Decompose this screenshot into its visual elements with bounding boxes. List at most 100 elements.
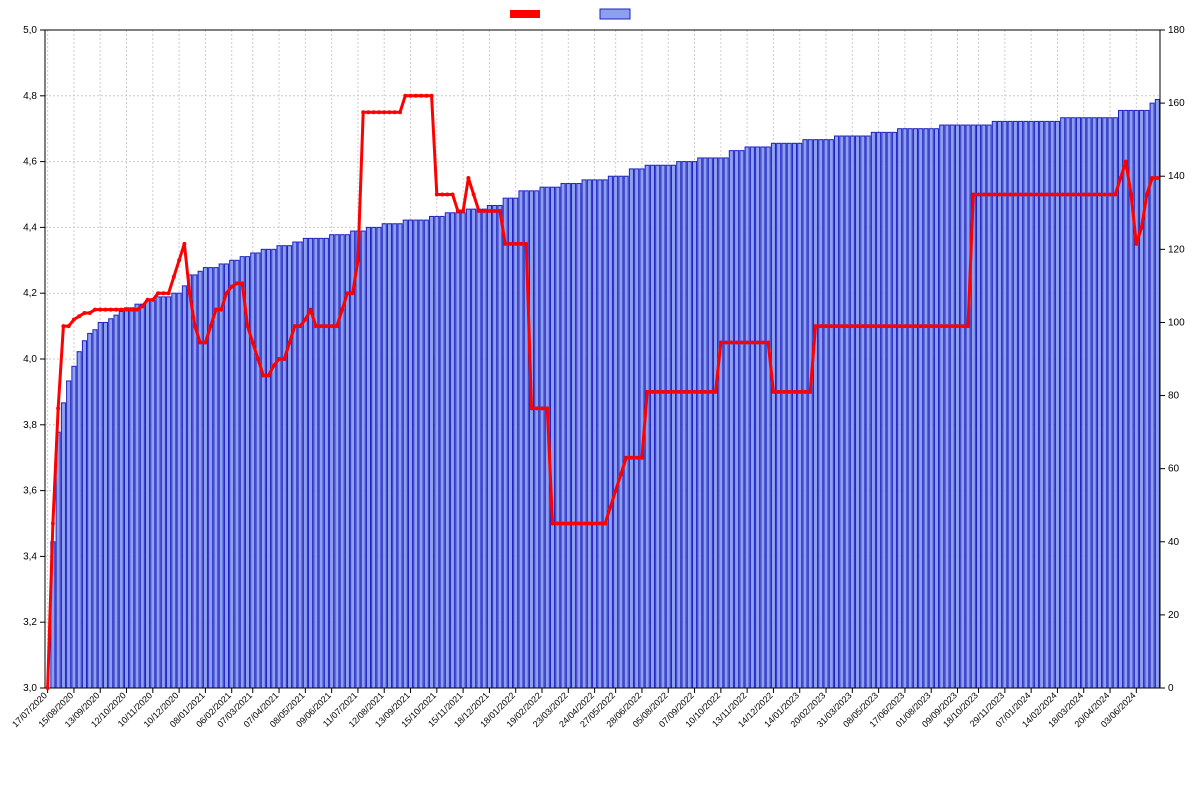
line-marker <box>282 357 286 361</box>
line-marker <box>351 291 355 295</box>
line-marker <box>77 314 81 318</box>
bar <box>61 403 65 688</box>
bar <box>577 184 581 688</box>
line-marker <box>98 308 102 312</box>
line-marker <box>482 209 486 213</box>
bar <box>272 249 276 688</box>
bar <box>251 253 255 688</box>
line-marker <box>603 522 607 526</box>
bar <box>324 238 328 688</box>
line-marker <box>361 110 365 114</box>
bar <box>913 129 917 688</box>
bar <box>882 132 886 688</box>
bar <box>824 140 828 688</box>
bar <box>692 162 696 688</box>
bar <box>798 143 802 688</box>
bar <box>382 224 386 688</box>
bar <box>103 322 107 688</box>
line-marker <box>703 390 707 394</box>
line-marker <box>445 193 449 197</box>
bar <box>961 125 965 688</box>
line-marker <box>93 308 97 312</box>
bar <box>219 264 223 688</box>
line-marker <box>382 110 386 114</box>
line-marker <box>913 324 917 328</box>
bar <box>582 180 586 688</box>
line-marker <box>130 308 134 312</box>
line-marker <box>1150 176 1154 180</box>
line-marker <box>188 291 192 295</box>
line-marker <box>366 110 370 114</box>
bar <box>356 231 360 688</box>
bar <box>1029 121 1033 688</box>
bar <box>298 242 302 688</box>
line-marker <box>792 390 796 394</box>
bar <box>182 286 186 688</box>
bar <box>1040 121 1044 688</box>
bar <box>387 224 391 688</box>
bar <box>566 184 570 688</box>
chart-svg: 3,03,23,43,63,84,04,24,44,64,85,00204060… <box>0 0 1200 800</box>
bar <box>813 140 817 688</box>
bar <box>1092 118 1096 688</box>
bar <box>172 293 176 688</box>
line-marker <box>529 406 533 410</box>
bar <box>624 176 628 688</box>
y-right-label: 120 <box>1168 244 1185 255</box>
bar <box>303 238 307 688</box>
bar <box>430 216 434 688</box>
bar <box>992 121 996 688</box>
line-marker <box>493 209 497 213</box>
line-marker <box>714 390 718 394</box>
bar <box>871 132 875 688</box>
line-marker <box>877 324 881 328</box>
bar <box>666 165 670 688</box>
bar <box>240 257 244 688</box>
line-marker <box>561 522 565 526</box>
line-marker <box>677 390 681 394</box>
bar <box>119 311 123 688</box>
bar <box>361 231 365 688</box>
bar <box>1071 118 1075 688</box>
bar <box>714 158 718 688</box>
bar <box>487 205 491 688</box>
bar <box>966 125 970 688</box>
line-marker <box>146 298 150 302</box>
bar <box>1124 110 1128 688</box>
line-marker <box>319 324 323 328</box>
y-right-label: 40 <box>1168 537 1180 548</box>
bar <box>998 121 1002 688</box>
line-marker <box>472 193 476 197</box>
bar <box>372 227 376 688</box>
line-marker <box>514 242 518 246</box>
bar <box>277 246 281 688</box>
bar <box>351 231 355 688</box>
bar <box>508 198 512 688</box>
line-marker <box>498 209 502 213</box>
line-marker <box>61 324 65 328</box>
line-marker <box>656 390 660 394</box>
bar <box>1113 118 1117 688</box>
line-marker <box>992 193 996 197</box>
line-marker <box>1103 193 1107 197</box>
bar <box>671 165 675 688</box>
line-marker <box>340 308 344 312</box>
line-marker <box>698 390 702 394</box>
line-marker <box>67 324 71 328</box>
line-marker <box>424 94 428 98</box>
bar <box>309 238 313 688</box>
bar <box>93 330 97 688</box>
bar <box>745 147 749 688</box>
bar <box>750 147 754 688</box>
line-marker <box>135 308 139 312</box>
y-left-label: 4,0 <box>23 354 37 365</box>
line-marker <box>440 193 444 197</box>
line-marker <box>545 406 549 410</box>
line-marker <box>856 324 860 328</box>
bar <box>514 198 518 688</box>
line-marker <box>151 298 155 302</box>
bar <box>808 140 812 688</box>
bar <box>976 125 980 688</box>
bar <box>1055 121 1059 688</box>
bar <box>529 191 533 688</box>
